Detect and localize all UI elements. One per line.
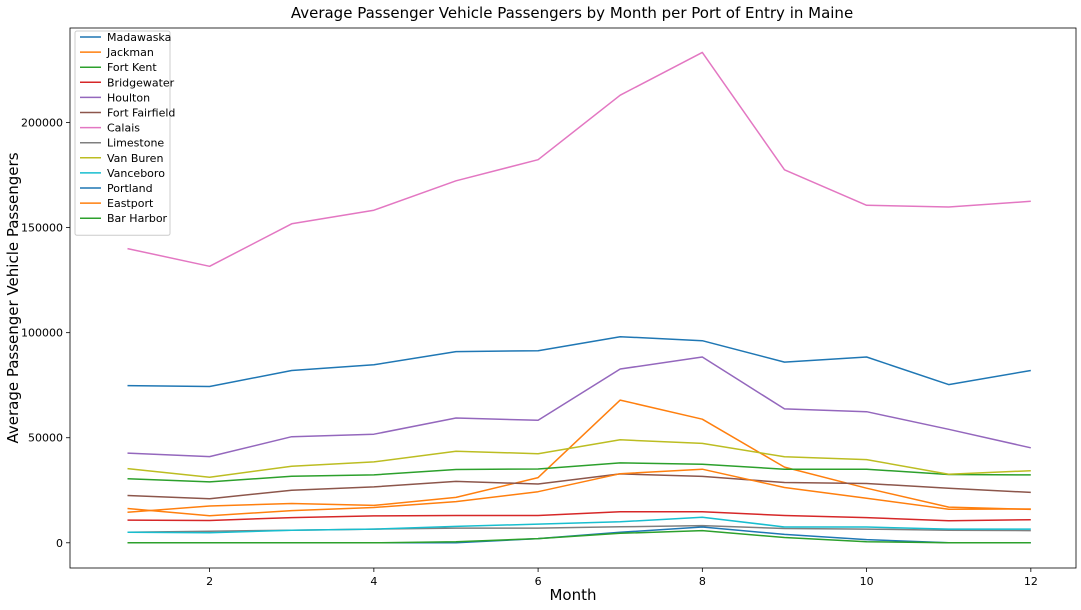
legend-label-houlton: Houlton bbox=[107, 91, 150, 104]
x-axis-label: Month bbox=[549, 586, 596, 604]
x-tick-label: 8 bbox=[699, 575, 706, 588]
series-line-houlton bbox=[127, 356, 1031, 458]
legend-label-bar-harbor: Bar Harbor bbox=[107, 212, 168, 225]
legend-label-jackman: Jackman bbox=[106, 46, 154, 59]
y-axis: 0 50000 100000 150000 200000 bbox=[21, 117, 70, 550]
y-axis-label: Average Passenger Vehicle Passengers bbox=[4, 152, 22, 443]
x-tick-label: 6 bbox=[535, 575, 542, 588]
legend-label-fort-kent: Fort Kent bbox=[107, 61, 157, 74]
legend: Madawaska Jackman Fort Kent Bridgewater Houl… bbox=[74, 30, 175, 236]
legend-label-limestone: Limestone bbox=[107, 137, 164, 150]
series-line-calais bbox=[127, 51, 1031, 268]
series-line-bar-harbor bbox=[127, 529, 1031, 544]
series-line-madawaska bbox=[127, 335, 1031, 388]
series-line-jackman bbox=[127, 399, 1031, 514]
y-tick-label: 150000 bbox=[21, 222, 63, 235]
legend-label-portland: Portland bbox=[107, 182, 153, 195]
x-tick-label: 10 bbox=[860, 575, 874, 588]
series-line-fort-fairfield bbox=[127, 473, 1031, 500]
series-line-bridgewater bbox=[127, 510, 1031, 522]
x-tick-label: 2 bbox=[206, 575, 213, 588]
legend-label-van-buren: Van Buren bbox=[107, 152, 163, 165]
y-tick-label: 50000 bbox=[28, 432, 63, 445]
series-line-eastport bbox=[127, 468, 1031, 517]
x-tick-label: 4 bbox=[370, 575, 377, 588]
legend-label-bridgewater: Bridgewater bbox=[107, 76, 175, 89]
legend-label-madawaska: Madawaska bbox=[107, 31, 171, 44]
legend-label-eastport: Eastport bbox=[107, 197, 154, 210]
legend-label-calais: Calais bbox=[107, 122, 140, 135]
series-line-vanceboro bbox=[127, 516, 1031, 534]
series-line-fort-kent bbox=[127, 462, 1031, 483]
chart-title: Average Passenger Vehicle Passengers by … bbox=[291, 4, 853, 22]
y-tick-label: 200000 bbox=[21, 117, 63, 130]
plot-area bbox=[69, 27, 1077, 569]
legend-label-vanceboro: Vanceboro bbox=[107, 167, 165, 180]
x-tick-label: 12 bbox=[1024, 575, 1038, 588]
series-line-van-buren bbox=[127, 439, 1031, 478]
series-lines bbox=[127, 51, 1031, 544]
y-tick-label: 100000 bbox=[21, 327, 63, 340]
y-tick-label: 0 bbox=[56, 537, 63, 550]
x-axis: 2 4 6 8 10 12 bbox=[206, 568, 1038, 588]
legend-label-fort-fairfield: Fort Fairfield bbox=[107, 107, 175, 120]
